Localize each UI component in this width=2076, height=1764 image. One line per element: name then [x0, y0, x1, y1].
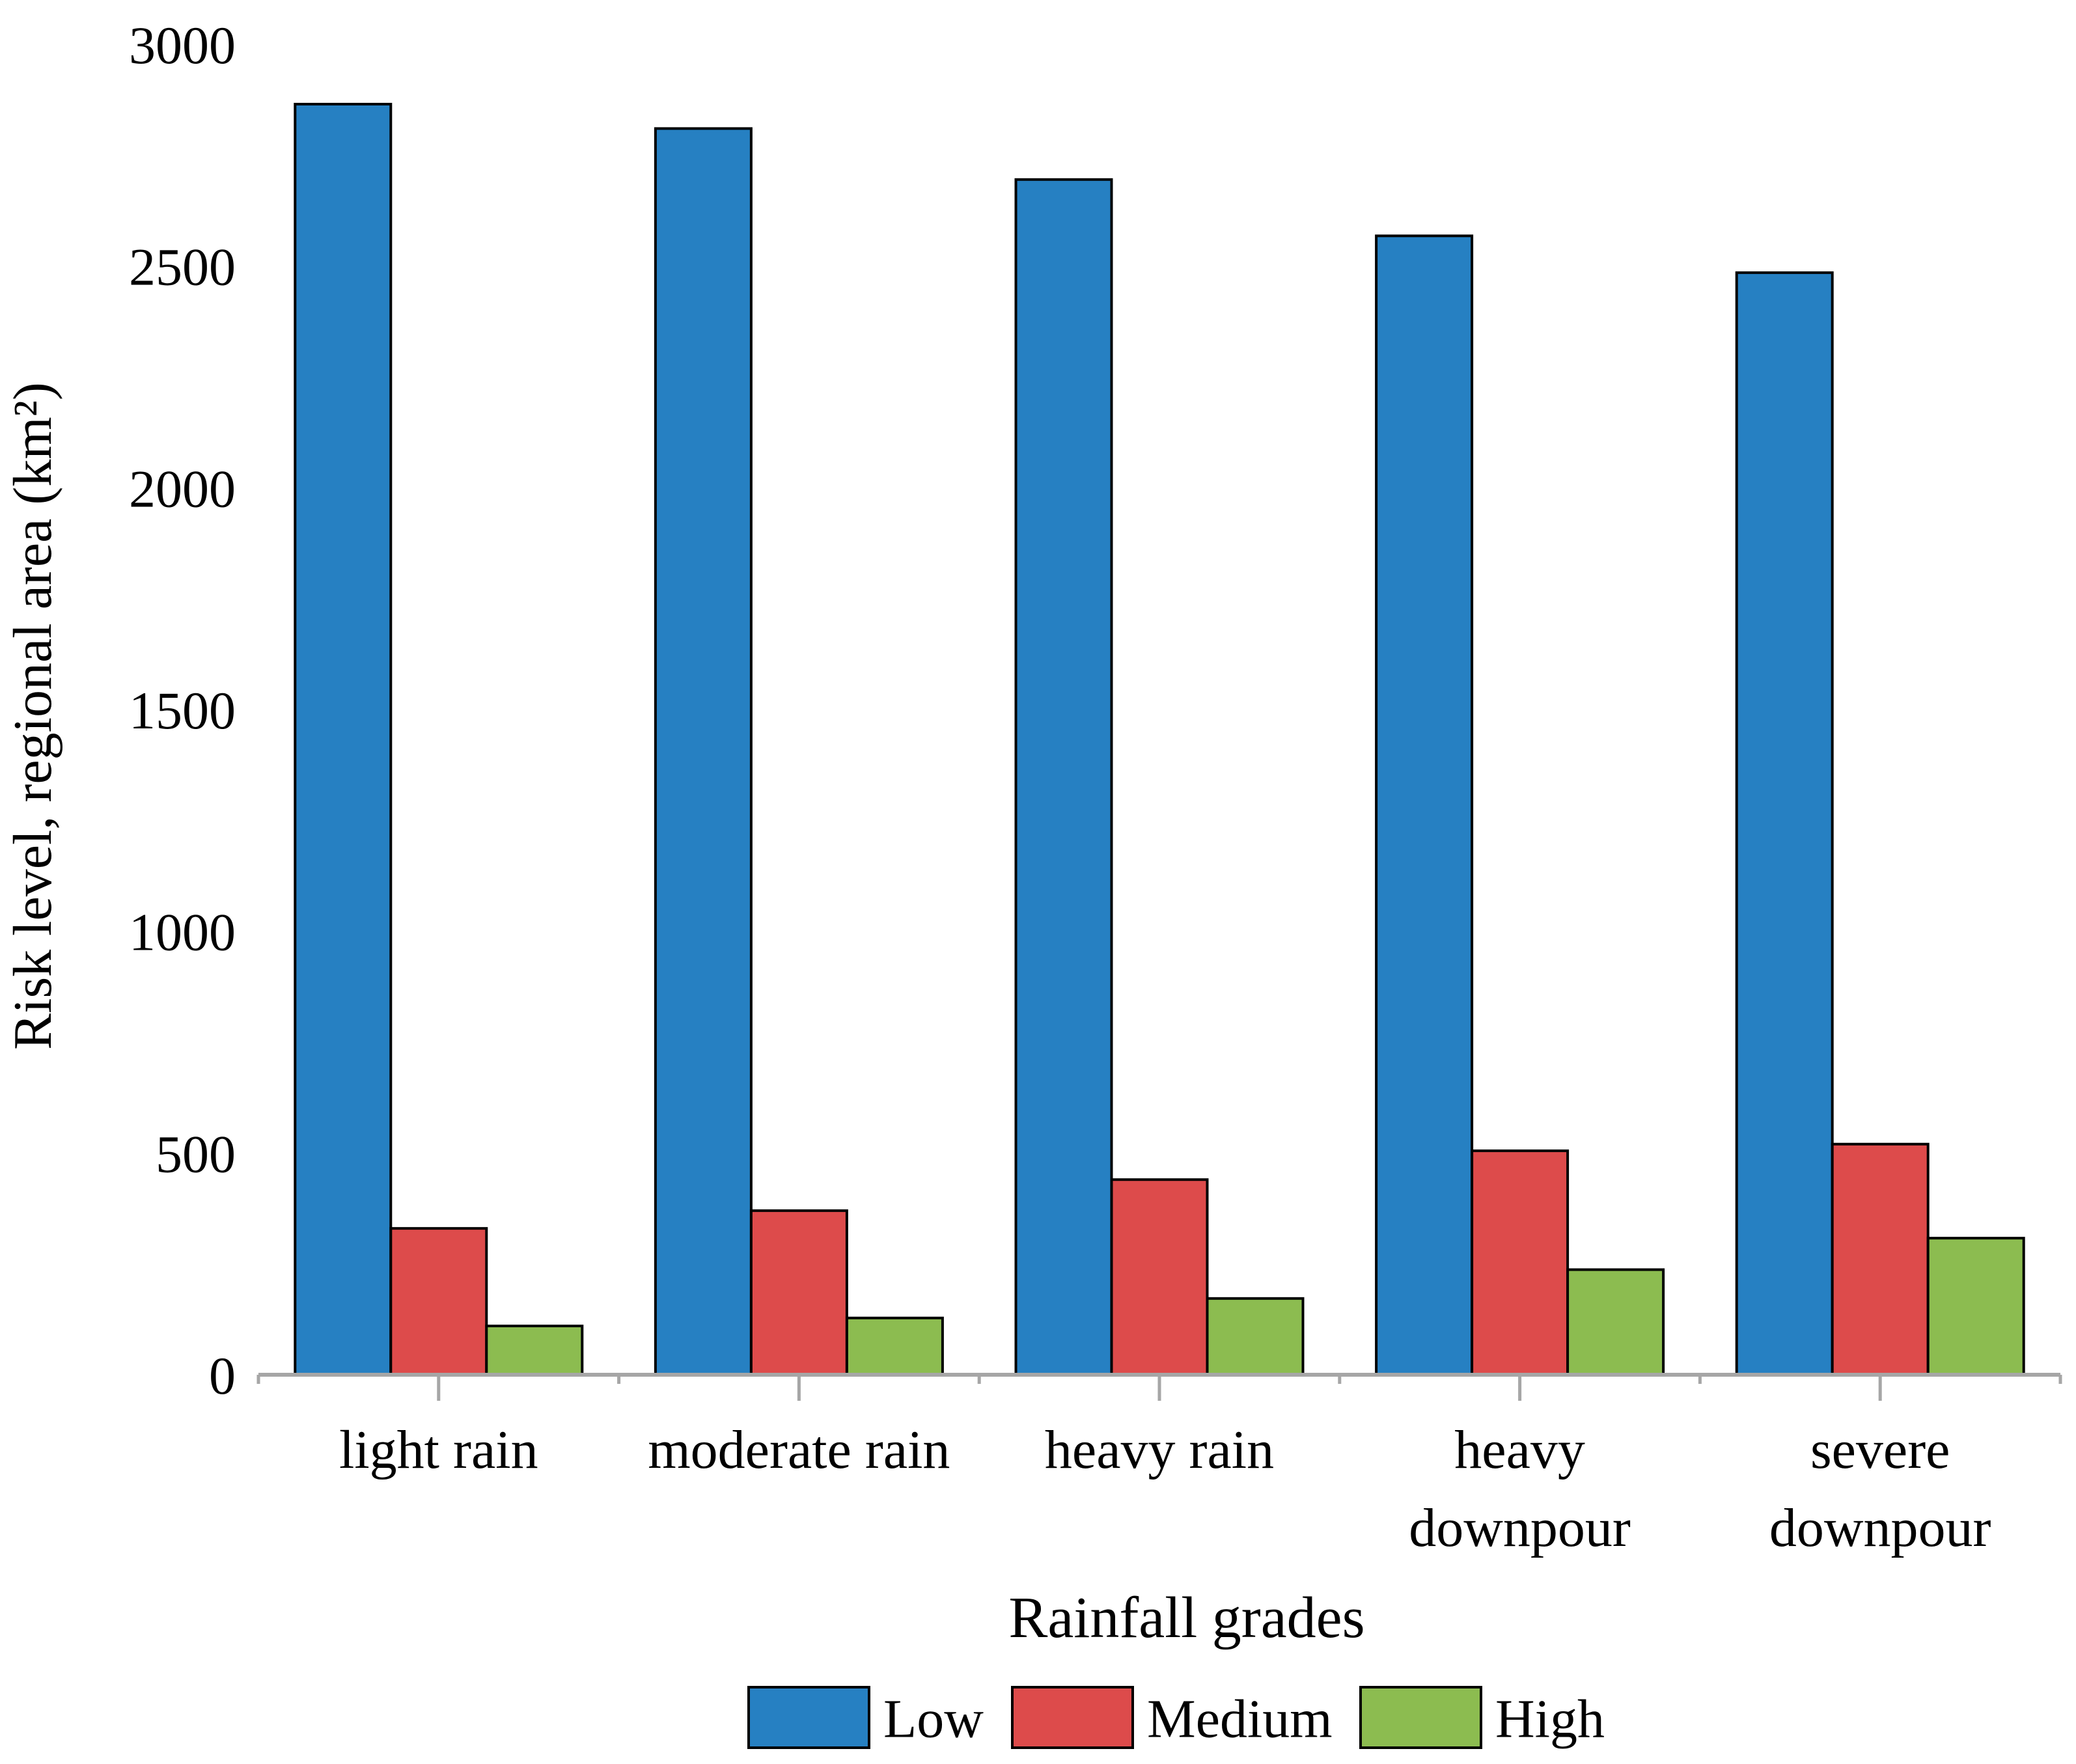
bar-medium-0 — [389, 1227, 488, 1377]
x-tick-label: severe — [1810, 1420, 1950, 1480]
legend-label-medium: Medium — [1147, 1689, 1333, 1750]
bar-high-0 — [485, 1325, 584, 1377]
y-axis-label: Risk level, regional area (km²) — [3, 382, 63, 1050]
bar-low-3 — [1375, 234, 1474, 1376]
legend-label-low: Low — [883, 1689, 984, 1750]
bar-medium-2 — [1110, 1178, 1209, 1377]
y-tick-label: 3000 — [129, 16, 236, 75]
bar-low-0 — [294, 102, 393, 1377]
y-tick-label: 2500 — [129, 238, 236, 297]
legend-label-high: High — [1495, 1689, 1605, 1750]
bar-medium-1 — [749, 1209, 848, 1376]
bars-group — [294, 102, 2025, 1377]
labels-group: Risk level, regional area (km²) Rainfall… — [3, 382, 1365, 1650]
x-tick-label: moderate rain — [648, 1420, 950, 1480]
bar-high-1 — [845, 1316, 944, 1376]
legend-swatch-high — [1359, 1686, 1482, 1749]
y-tick-label: 500 — [156, 1124, 236, 1183]
axes-group: light rain moderate rain heavy rain heavy do… — [129, 16, 2062, 1558]
y-tick-label: 0 — [209, 1346, 236, 1405]
bar-high-2 — [1206, 1297, 1305, 1376]
legend: Low Medium High — [747, 1686, 1605, 1750]
x-tick-label: heavy — [1454, 1420, 1585, 1480]
x-tick-label: heavy rain — [1045, 1420, 1274, 1480]
y-tick-label: 1000 — [129, 903, 236, 962]
bar-low-2 — [1014, 178, 1113, 1377]
bar-medium-4 — [1831, 1142, 1930, 1376]
bar-low-1 — [654, 127, 753, 1376]
bar-high-3 — [1566, 1268, 1665, 1377]
legend-swatch-low — [747, 1686, 870, 1749]
x-tick-label: light rain — [339, 1420, 538, 1480]
x-tick-label: downpour — [1769, 1498, 1991, 1558]
y-tick-label: 1500 — [129, 681, 236, 740]
bar-medium-3 — [1471, 1149, 1570, 1376]
x-tick-label: downpour — [1409, 1498, 1631, 1558]
y-tick-label: 2000 — [129, 459, 236, 518]
bar-low-4 — [1735, 271, 1834, 1376]
bar-high-4 — [1926, 1237, 2025, 1376]
legend-swatch-medium — [1011, 1686, 1134, 1749]
x-axis-label: Rainfall grades — [1008, 1586, 1364, 1650]
